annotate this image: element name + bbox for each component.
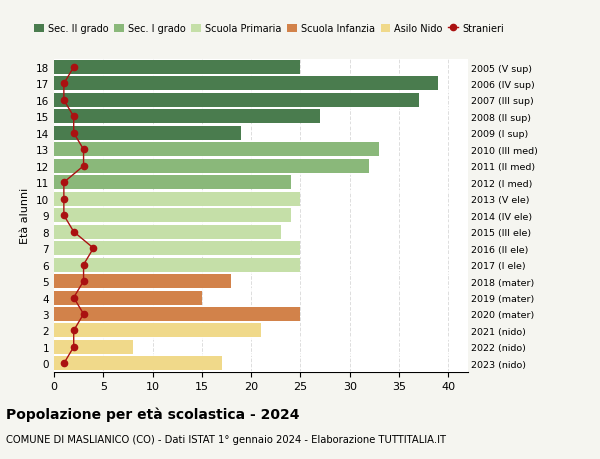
Bar [54, 94, 419, 108]
Bar [54, 127, 241, 140]
Bar [54, 110, 320, 124]
Bar [54, 176, 290, 190]
Y-axis label: Età alunni: Età alunni [20, 188, 31, 244]
Legend: Sec. II grado, Sec. I grado, Scuola Primaria, Scuola Infanzia, Asilo Nido, Stran: Sec. II grado, Sec. I grado, Scuola Prim… [34, 24, 504, 34]
Bar [54, 357, 221, 370]
Text: Popolazione per età scolastica - 2024: Popolazione per età scolastica - 2024 [6, 406, 299, 421]
Bar [54, 308, 301, 321]
Bar [54, 192, 301, 206]
Bar [54, 61, 301, 75]
Bar [54, 324, 261, 338]
Bar [54, 274, 232, 288]
Bar [54, 291, 202, 305]
Bar [54, 209, 290, 223]
Bar [54, 225, 281, 239]
Bar [54, 77, 439, 91]
Bar [54, 241, 301, 256]
Bar [54, 258, 301, 272]
Bar [54, 340, 133, 354]
Bar [54, 159, 370, 174]
Bar [54, 143, 379, 157]
Text: COMUNE DI MASLIANICO (CO) - Dati ISTAT 1° gennaio 2024 - Elaborazione TUTTITALIA: COMUNE DI MASLIANICO (CO) - Dati ISTAT 1… [6, 434, 446, 444]
